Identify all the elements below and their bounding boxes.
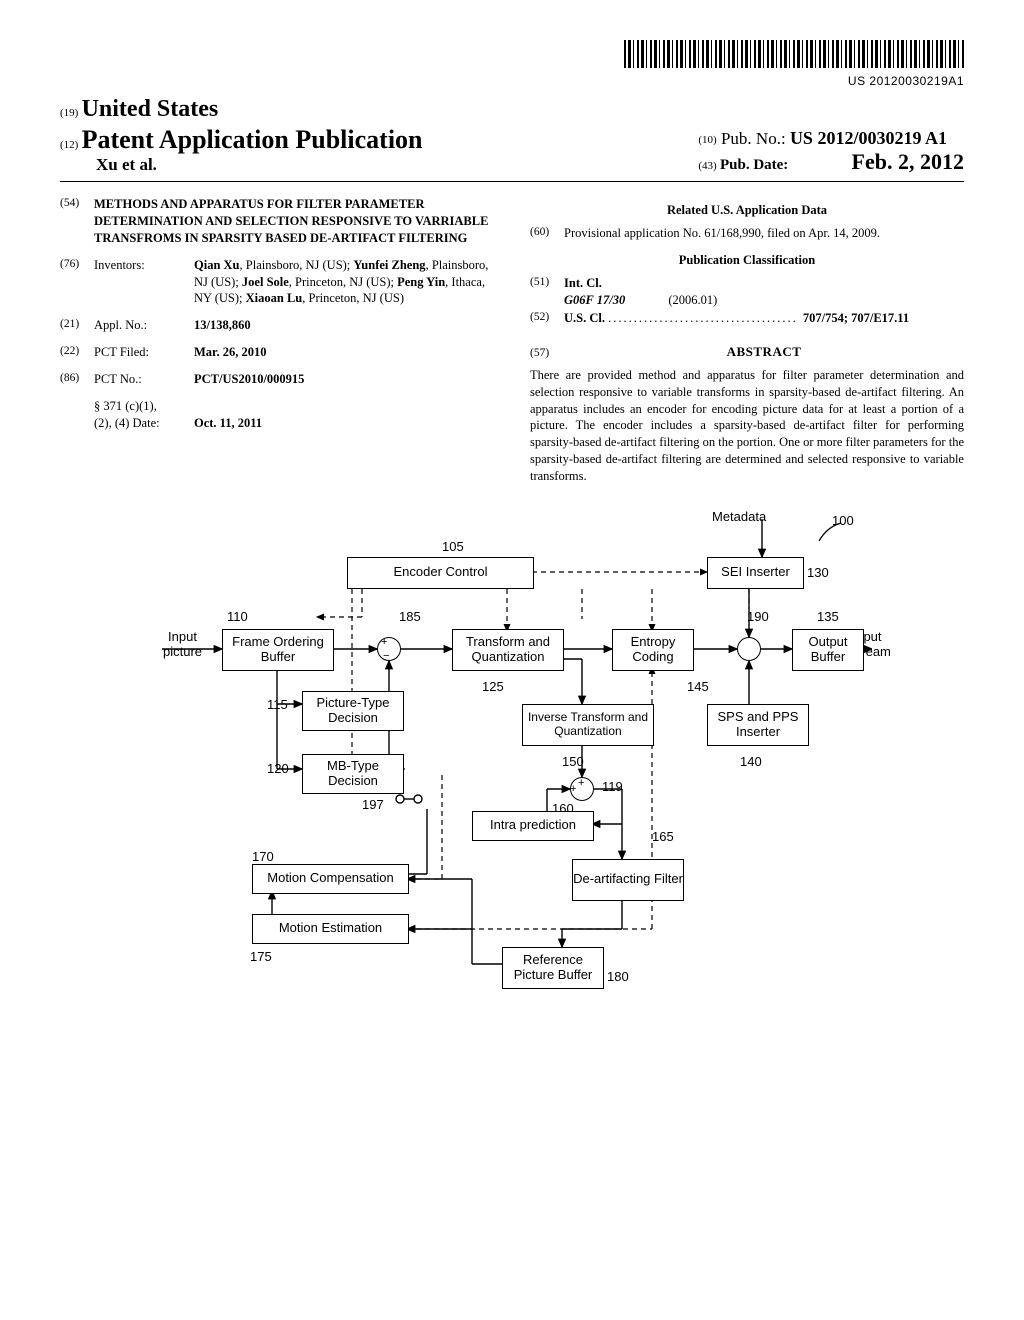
barcode-number: US 20120030219A1	[60, 74, 964, 88]
pubno-label: Pub. No.:	[721, 129, 786, 148]
deartifacting-filter-box: De-artifacting Filter	[572, 859, 684, 901]
blank-num2	[60, 415, 94, 432]
ref-130: 130	[807, 565, 829, 580]
field-num-22: (22)	[60, 344, 94, 361]
ref-105: 105	[442, 539, 464, 554]
summer-119: + +	[570, 777, 594, 801]
ref-180: 180	[607, 969, 629, 984]
inverse-tq-box: Inverse Transform and Quantization	[522, 704, 654, 746]
header: (19) United States (12) Patent Applicati…	[60, 96, 964, 175]
intcl-year: (2006.01)	[668, 293, 717, 307]
field-num-60: (60)	[530, 225, 564, 242]
field-num-19: (19)	[60, 107, 78, 119]
ref-175: 175	[250, 949, 272, 964]
field-num-21: (21)	[60, 317, 94, 334]
blank-num	[60, 398, 94, 415]
picture-type-box: Picture-Type Decision	[302, 691, 404, 731]
ref-150: 150	[562, 754, 584, 769]
sps-pps-box: SPS and PPS Inserter	[707, 704, 809, 746]
applno-value: 13/138,860	[194, 317, 494, 334]
field-num-76: (76)	[60, 257, 94, 308]
frame-ordering-box: Frame Ordering Buffer	[222, 629, 334, 671]
inventors-value: Qian Xu, Plainsboro, NJ (US); Yunfei Zhe…	[194, 257, 494, 308]
s371-line1: § 371 (c)(1),	[94, 398, 194, 415]
field-num-86: (86)	[60, 371, 94, 388]
abstract-text: There are provided method and apparatus …	[530, 367, 964, 485]
ref-185: 185	[399, 609, 421, 624]
ref-190: 190	[747, 609, 769, 624]
sei-inserter-box: SEI Inserter	[707, 557, 804, 589]
intcl-code: G06F 17/30	[564, 293, 625, 307]
swoosh-icon	[817, 519, 847, 549]
pubdate-label: Pub. Date:	[720, 157, 788, 173]
field-num-52: (52)	[530, 310, 564, 327]
country-name: United States	[82, 96, 219, 122]
barcode-area: US 20120030219A1	[60, 40, 964, 88]
pctfiled-value: Mar. 26, 2010	[194, 344, 494, 361]
ref-115: 115	[267, 697, 288, 712]
ref-145: 145	[687, 679, 709, 694]
ref-120: 120	[267, 761, 289, 776]
field-num-43: (43)	[698, 160, 716, 172]
intra-prediction-box: Intra prediction	[472, 811, 594, 841]
summer-190	[737, 637, 761, 661]
s371-line2: (2), (4) Date:	[94, 415, 194, 432]
dots-leader: .....................................	[608, 311, 803, 325]
publication-type: Patent Application Publication	[82, 125, 423, 154]
field-num-54: (54)	[60, 196, 94, 247]
figure-diagram: Metadata 100 105 130 135 110 185 Input p…	[152, 509, 872, 989]
field-num-12: (12)	[60, 139, 78, 151]
ref-197: 197	[362, 797, 384, 812]
field-num-57: (57)	[530, 346, 564, 362]
intcl-label: Int. Cl.	[564, 276, 602, 290]
abstract-title: ABSTRACT	[564, 343, 964, 361]
metadata-label: Metadata	[712, 509, 766, 524]
inventors-label: Inventors:	[94, 257, 194, 308]
author-line: Xu et al.	[96, 155, 423, 175]
pctfiled-label: PCT Filed:	[94, 344, 194, 361]
publication-date: Feb. 2, 2012	[852, 149, 964, 174]
pctno-label: PCT No.:	[94, 371, 194, 388]
invention-title: METHODS AND APPARATUS FOR FILTER PARAMET…	[94, 196, 494, 247]
publication-number: US 2012/0030219 A1	[790, 128, 947, 148]
encoder-control-box: Encoder Control	[347, 557, 534, 589]
ref-125: 125	[482, 679, 504, 694]
related-data-title: Related U.S. Application Data	[530, 202, 964, 219]
motion-compensation-box: Motion Compensation	[252, 864, 409, 894]
field-num-51: (51)	[530, 275, 564, 309]
provisional-text: Provisional application No. 61/168,990, …	[564, 225, 964, 242]
body-columns: (54) METHODS AND APPARATUS FOR FILTER PA…	[60, 196, 964, 485]
ref-170: 170	[252, 849, 274, 864]
header-rule	[60, 181, 964, 182]
motion-estimation-box: Motion Estimation	[252, 914, 409, 944]
output-buffer-box: Output Buffer	[792, 629, 864, 671]
transform-quant-box: Transform and Quantization	[452, 629, 564, 671]
entropy-coding-box: Entropy Coding	[612, 629, 694, 671]
summer-185: + −	[377, 637, 401, 661]
uscl-label: U.S. Cl.	[564, 311, 605, 325]
mb-type-box: MB-Type Decision	[302, 754, 404, 794]
ref-140: 140	[740, 754, 762, 769]
reference-picture-buffer-box: Reference Picture Buffer	[502, 947, 604, 989]
applno-label: Appl. No.:	[94, 317, 194, 334]
ref-165: 165	[652, 829, 674, 844]
ref-135: 135	[817, 609, 839, 624]
uscl-value: 707/754; 707/E17.11	[803, 311, 909, 325]
s371-value: Oct. 11, 2011	[194, 415, 494, 432]
field-num-10: (10)	[698, 134, 716, 146]
ref-119: 119	[602, 779, 623, 794]
right-column: Related U.S. Application Data (60) Provi…	[530, 196, 964, 485]
pctno-value: PCT/US2010/000915	[194, 371, 494, 388]
left-column: (54) METHODS AND APPARATUS FOR FILTER PA…	[60, 196, 494, 485]
pub-classification-title: Publication Classification	[530, 252, 964, 269]
barcode-graphic	[624, 40, 964, 68]
input-picture-label: Input picture	[150, 629, 215, 659]
ref-110: 110	[227, 609, 248, 624]
